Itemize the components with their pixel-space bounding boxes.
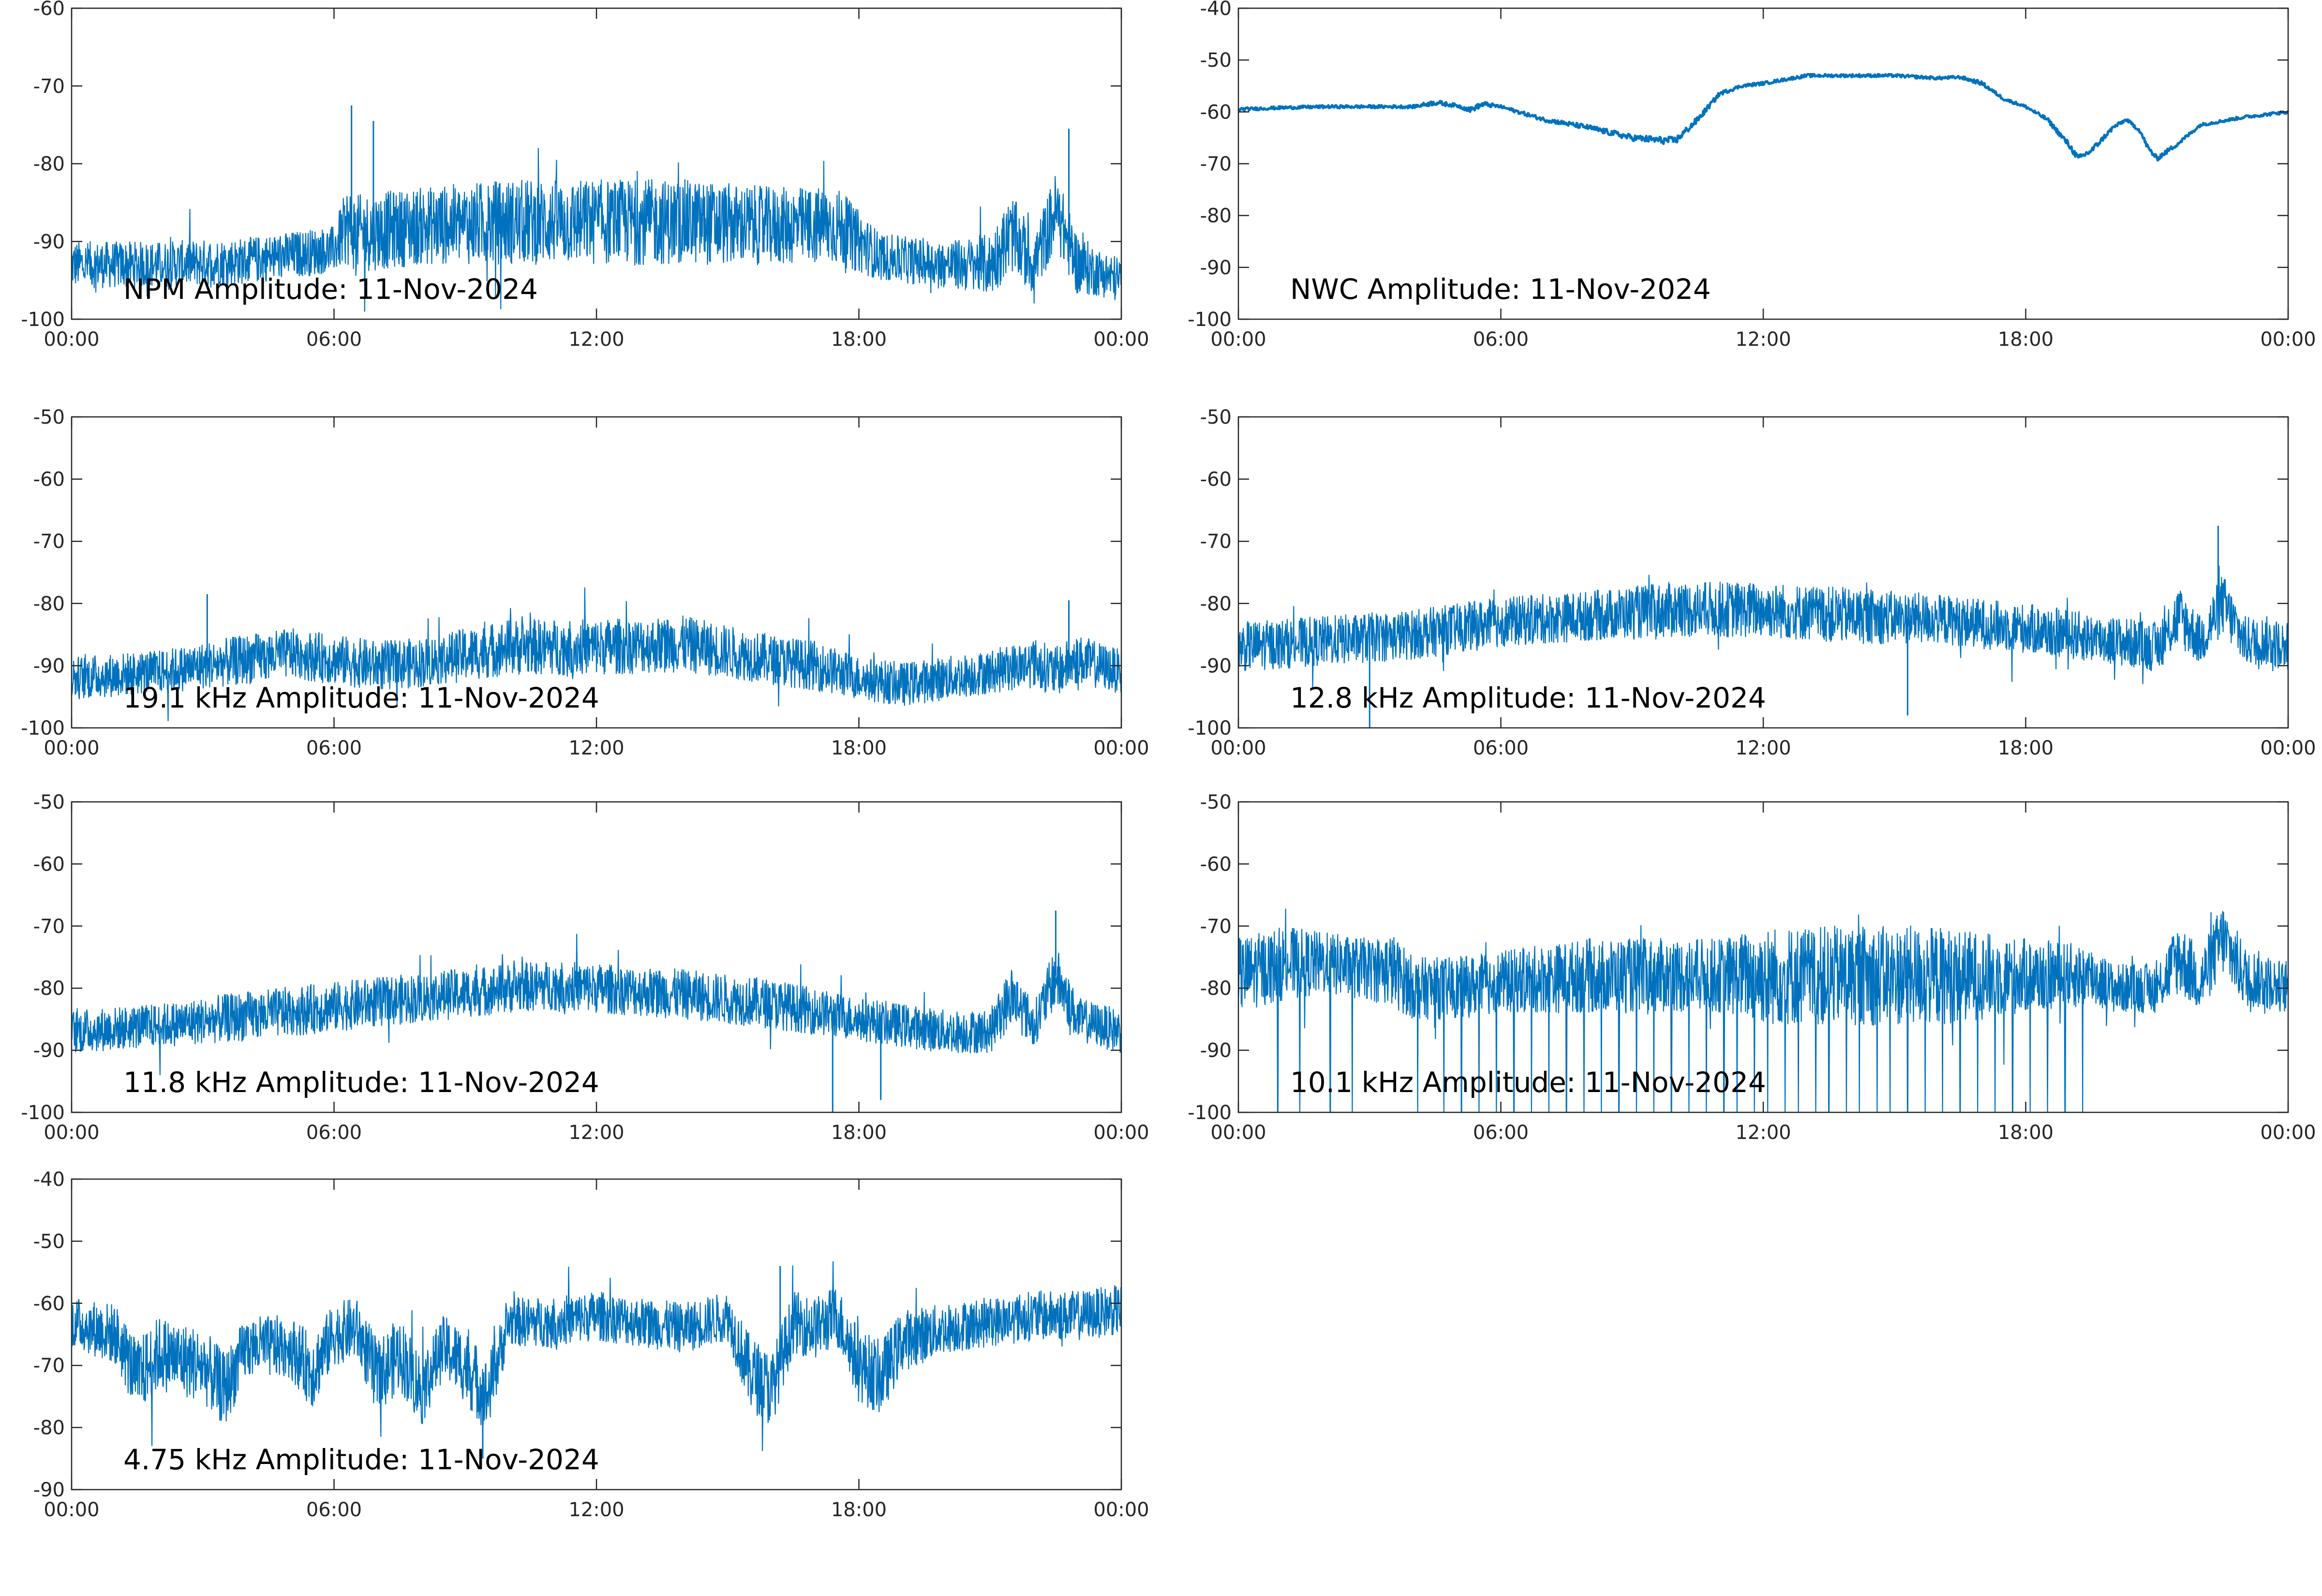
y-tick-label: -80 (1200, 977, 1232, 1000)
x-tick-label: 12:00 (1735, 737, 1791, 759)
y-tick-label: -80 (33, 1417, 65, 1439)
x-tick-label: 18:00 (831, 1122, 887, 1144)
y-tick-label: -40 (33, 1168, 65, 1191)
chart-title: 10.1 kHz Amplitude: 11-Nov-2024 (1290, 1066, 1766, 1099)
x-tick-label: 12:00 (568, 328, 624, 351)
y-tick-label: -50 (33, 791, 65, 813)
chart-panel-3: 00:00 06:00 12:00 18:00 00:00-100-90-80-70-6… (21, 406, 1149, 759)
y-tick-label: -60 (1200, 469, 1232, 491)
x-tick-label: 12:00 (568, 1122, 624, 1144)
series-line (1237, 908, 2289, 1113)
y-tick-label: -60 (33, 853, 65, 875)
y-tick-label: -100 (1188, 717, 1232, 739)
x-tick-label: 00:00 (2260, 1122, 2316, 1144)
y-tick-label: -50 (33, 406, 65, 429)
x-tick-label: 12:00 (1735, 328, 1791, 351)
x-tick-label: 00:00 (44, 1499, 99, 1521)
y-tick-label: -80 (33, 977, 65, 1000)
x-tick-label: 00:00 (2260, 737, 2316, 759)
y-tick-label: -70 (1200, 531, 1232, 553)
x-tick-label: 00:00 (1210, 737, 1266, 759)
chart-panel-2: 00:00 06:00 12:00 18:00 00:00-100-90-80-70-6… (1188, 0, 2316, 351)
x-tick-label: 06:00 (306, 328, 362, 351)
y-tick-label: -70 (1200, 916, 1232, 938)
chart-title: 12.8 kHz Amplitude: 11-Nov-2024 (1290, 681, 1766, 714)
y-tick-label: -100 (1188, 309, 1232, 331)
chart-title: 4.75 kHz Amplitude: 11-Nov-2024 (123, 1443, 599, 1476)
x-tick-label: 12:00 (568, 737, 624, 759)
series-line (71, 933, 1122, 1076)
y-tick-label: -80 (33, 153, 65, 176)
y-tick-label: -50 (1200, 49, 1232, 72)
x-tick-label: 00:00 (44, 328, 99, 351)
y-tick-label: -50 (1200, 791, 1232, 813)
chart-panel-7: 00:00 06:00 12:00 18:00 00:00-90-80-70-60-50… (33, 1168, 1149, 1521)
y-tick-label: -80 (1200, 205, 1232, 227)
series-line (1237, 73, 2290, 162)
y-tick-label: -80 (33, 593, 65, 615)
series-line (71, 1261, 1122, 1451)
chart-panel-6: 00:00 06:00 12:00 18:00 00:00-100-90-80-70-6… (1188, 791, 2316, 1144)
y-tick-label: -90 (1200, 257, 1232, 279)
x-tick-label: 00:00 (1210, 1122, 1266, 1144)
y-tick-label: -90 (33, 1040, 65, 1062)
y-tick-label: -60 (33, 1293, 65, 1315)
chart-title: NPM Amplitude: 11-Nov-2024 (123, 273, 538, 306)
x-tick-label: 06:00 (306, 1122, 362, 1144)
y-tick-label: -100 (21, 309, 65, 331)
y-tick-label: -60 (33, 469, 65, 491)
x-tick-label: 12:00 (568, 1499, 624, 1521)
x-tick-label: 00:00 (1210, 328, 1266, 351)
x-tick-label: 18:00 (831, 328, 887, 351)
y-tick-label: -80 (1200, 593, 1232, 615)
y-tick-label: -50 (1200, 406, 1232, 429)
x-tick-label: 18:00 (1998, 328, 2054, 351)
y-tick-label: -50 (33, 1230, 65, 1253)
y-tick-label: -90 (1200, 655, 1232, 677)
chart-panel-1: 00:00 06:00 12:00 18:00 00:00-100-90-80-70-6… (21, 0, 1149, 351)
y-tick-label: -60 (1200, 101, 1232, 123)
x-tick-label: 00:00 (1093, 1122, 1149, 1144)
x-tick-label: 06:00 (306, 1499, 362, 1521)
chart-panel-4: 00:00 06:00 12:00 18:00 00:00-100-90-80-70-6… (1188, 406, 2316, 759)
series-line (1237, 565, 2289, 690)
x-tick-label: 18:00 (1998, 737, 2054, 759)
x-tick-label: 00:00 (44, 737, 99, 759)
y-tick-label: -70 (33, 1355, 65, 1377)
series-line (71, 587, 1122, 722)
y-tick-label: -90 (33, 655, 65, 677)
x-tick-label: 12:00 (1735, 1122, 1791, 1144)
y-tick-label: -40 (1200, 0, 1232, 20)
y-tick-label: -100 (21, 1102, 65, 1124)
x-tick-label: 06:00 (306, 737, 362, 759)
y-tick-label: -60 (33, 0, 65, 20)
y-tick-label: -60 (1200, 853, 1232, 875)
y-tick-label: -90 (1200, 1040, 1232, 1062)
y-tick-label: -100 (21, 717, 65, 739)
x-tick-label: 00:00 (1093, 1499, 1149, 1521)
chart-title: 19.1 kHz Amplitude: 11-Nov-2024 (123, 681, 599, 714)
x-tick-label: 00:00 (2260, 328, 2316, 351)
x-tick-label: 00:00 (1093, 328, 1149, 351)
chart-title: NWC Amplitude: 11-Nov-2024 (1290, 273, 1711, 306)
x-tick-label: 06:00 (1473, 1122, 1529, 1144)
x-tick-label: 00:00 (1093, 737, 1149, 759)
x-tick-label: 06:00 (1473, 737, 1529, 759)
chart-panel-5: 00:00 06:00 12:00 18:00 00:00-100-90-80-70-6… (21, 791, 1149, 1144)
y-tick-label: -70 (33, 75, 65, 98)
y-tick-label: -70 (33, 531, 65, 553)
x-tick-label: 00:00 (44, 1122, 99, 1144)
series-line (71, 148, 1122, 312)
y-tick-label: -100 (1188, 1102, 1232, 1124)
y-tick-label: -90 (33, 1479, 65, 1501)
y-tick-label: -70 (1200, 153, 1232, 176)
chart-title: 11.8 kHz Amplitude: 11-Nov-2024 (123, 1066, 599, 1099)
y-tick-label: -90 (33, 231, 65, 253)
x-tick-label: 18:00 (1998, 1122, 2054, 1144)
x-tick-label: 06:00 (1473, 328, 1529, 351)
x-tick-label: 18:00 (831, 737, 887, 759)
x-tick-label: 18:00 (831, 1499, 887, 1521)
y-tick-label: -70 (33, 916, 65, 938)
